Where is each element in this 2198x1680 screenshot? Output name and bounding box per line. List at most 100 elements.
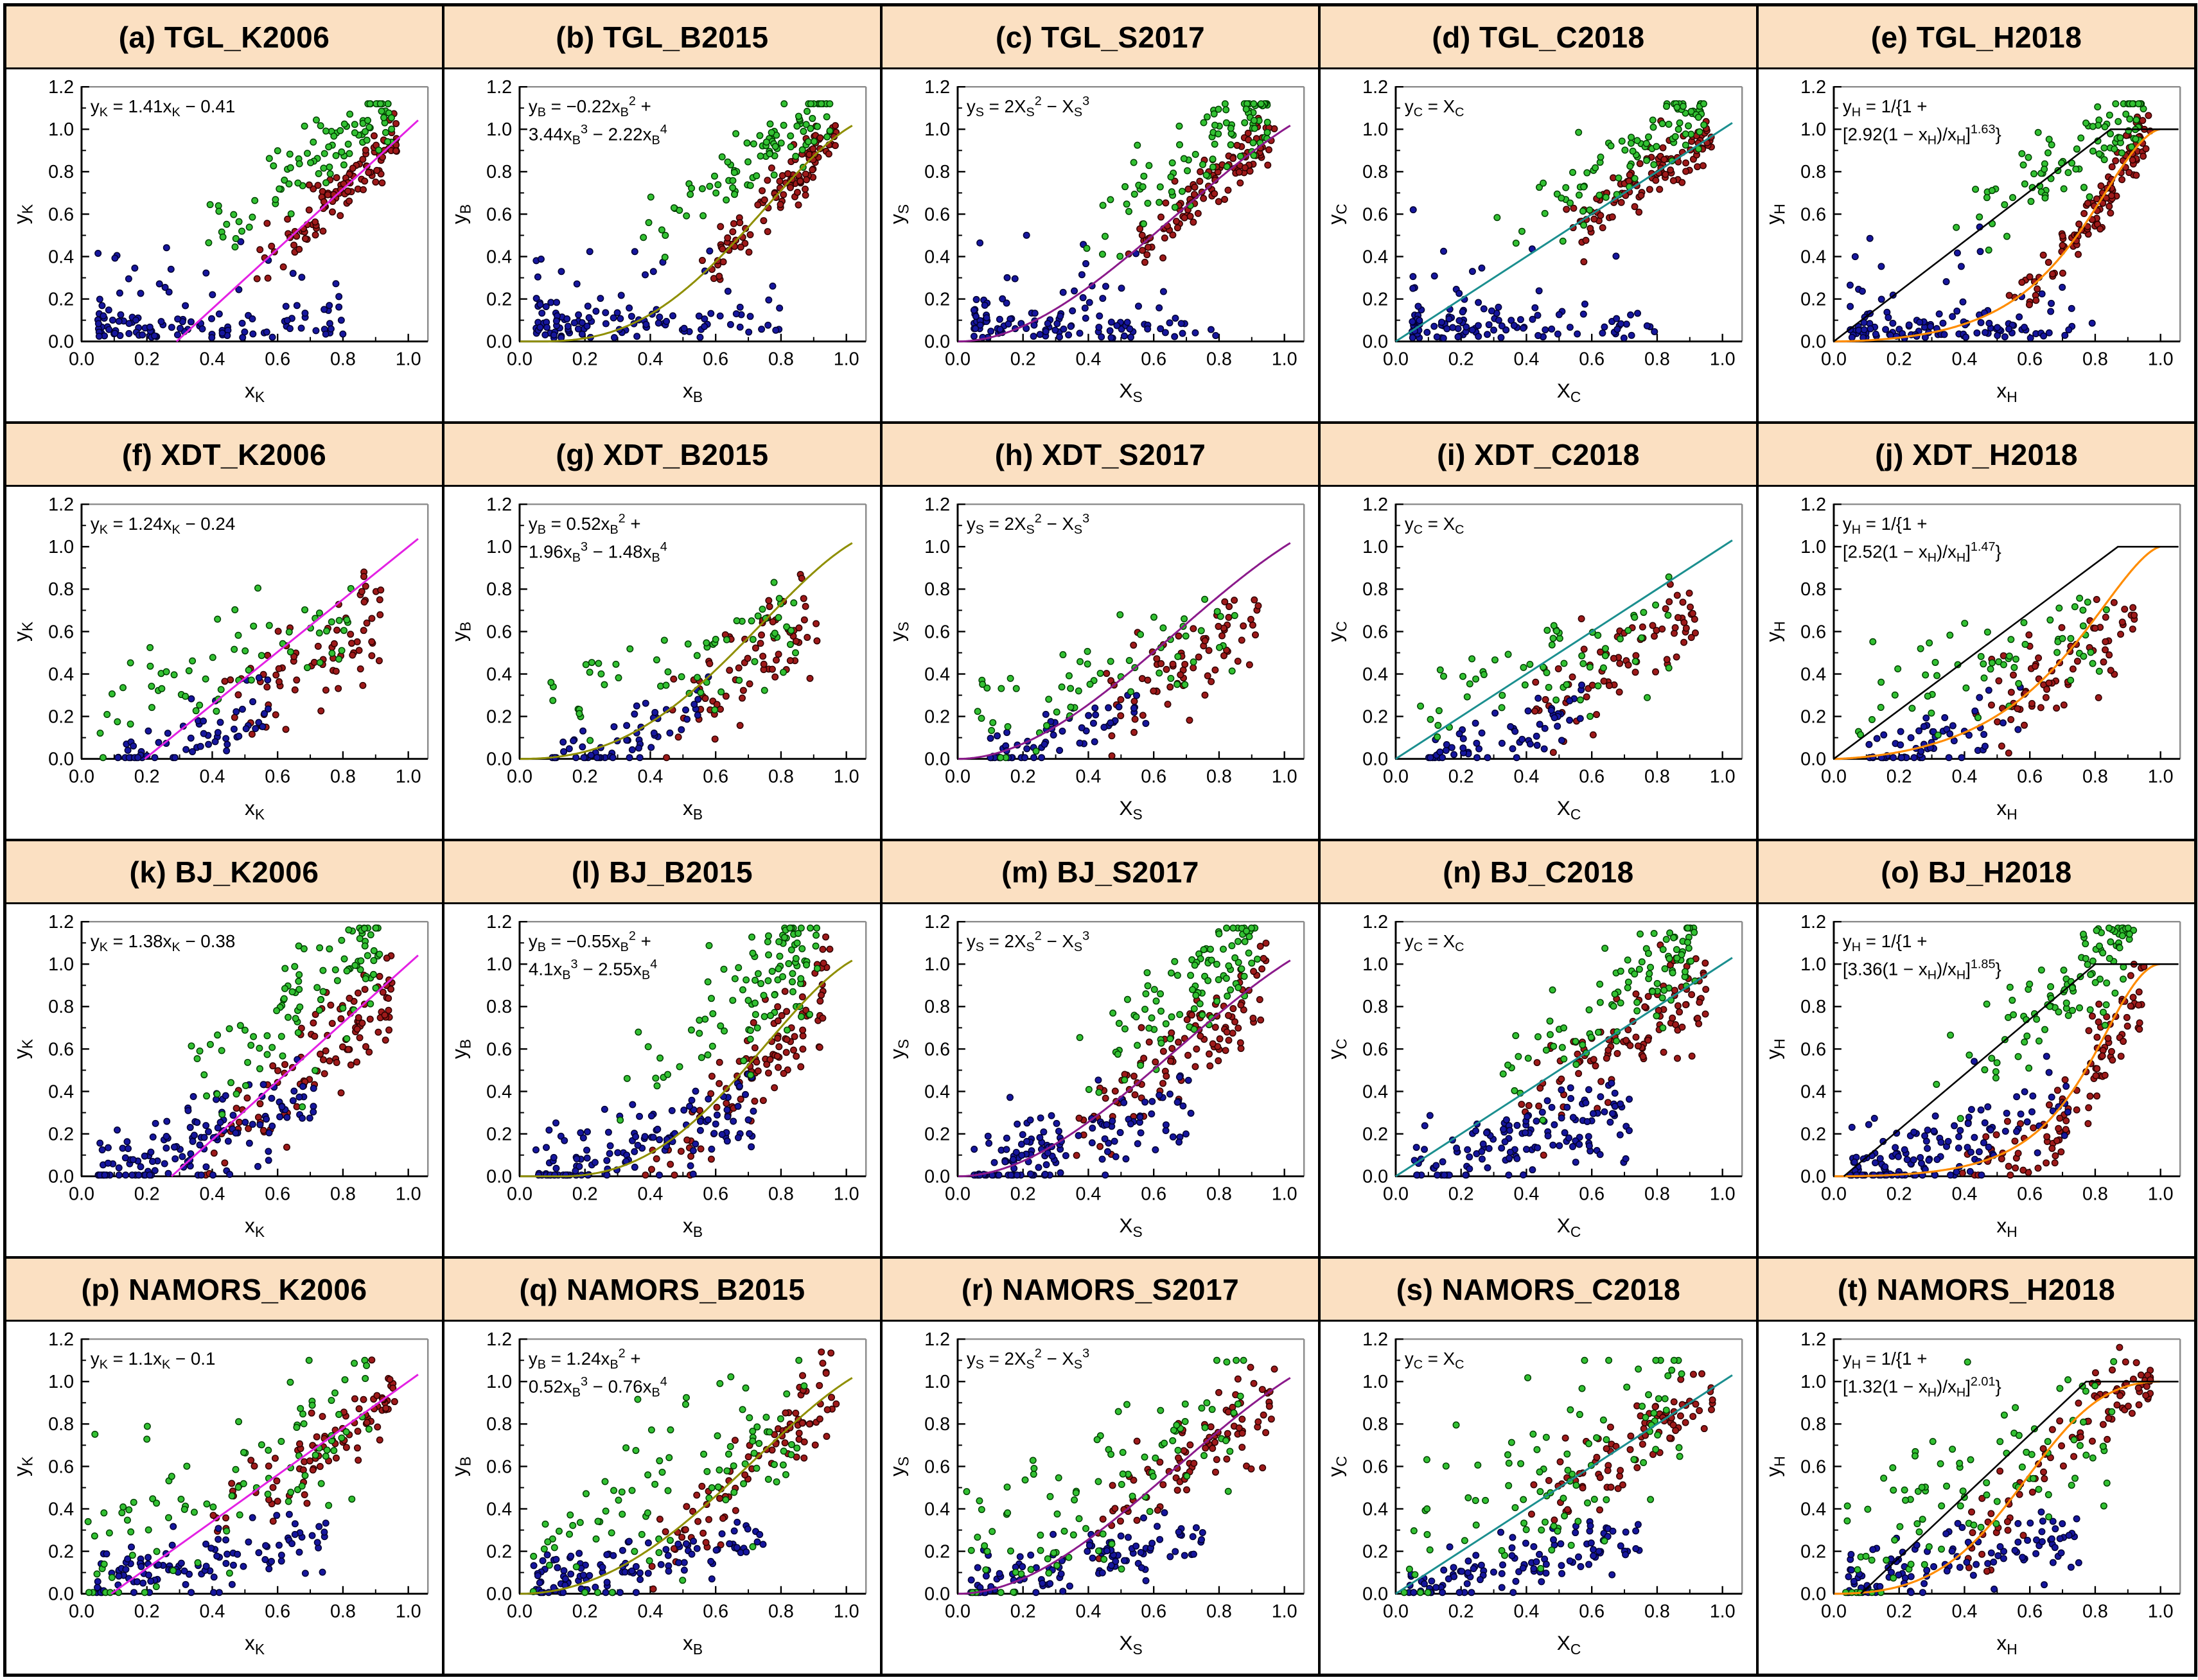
y-tick-label: 0.6 [486,204,512,225]
series-green [97,585,354,760]
equation-line: yK​ = 1.24xK​ − 0.24 [91,514,235,537]
equation-line: yS​ = 2XS​2​ − XS​3​ [967,929,1089,954]
y-axis-label: yB​ [448,1457,474,1476]
series-red [2006,112,2153,308]
series-green [617,925,820,1123]
y-tick-label: 0.0 [1800,332,1826,353]
y-tick-label: 1.2 [486,77,512,98]
y-tick-label: 1.2 [1800,494,1826,515]
x-tick-label: 0.8 [1644,766,1670,787]
y-tick-label: 0.2 [924,290,950,310]
series-blue [987,692,1149,761]
x-tick-label: 0.4 [1951,1184,1977,1204]
y-tick-label: 0.8 [1362,1414,1388,1435]
y-axis-label: yC​ [1324,1038,1350,1059]
y-tick-label: 0.2 [1362,1124,1388,1145]
x-tick-label: 0.4 [1075,349,1101,369]
y-tick-label: 0.2 [1800,1124,1826,1145]
x-tick-label: 1.0 [396,766,421,787]
x-tick-label: 0.4 [1951,349,1977,369]
x-tick-label: 0.6 [2017,349,2043,369]
y-tick-label: 0.2 [1362,1542,1388,1562]
y-tick-label: 1.0 [1362,537,1388,557]
y-tick-label: 0.6 [924,1039,950,1060]
y-tick-label: 1.0 [1800,954,1826,975]
panel-title: (l) BJ_B2015 [444,841,880,904]
y-tick-label: 1.0 [1362,1372,1388,1392]
x-tick-label: 0.6 [2017,766,2043,787]
panel-title: (d) TGL_C2018 [1321,6,1756,69]
y-tick-label: 0.2 [48,290,74,310]
y-tick-label: 0.8 [486,579,512,600]
panel-title: (s) NAMORS_C2018 [1321,1259,1756,1322]
x-tick-label: 0.2 [134,1184,160,1204]
y-tick-label: 0.4 [486,1499,512,1519]
panel-title: (r) NAMORS_S2017 [883,1259,1318,1322]
x-tick-label: 1.0 [1272,766,1297,787]
equation-line: yK​ = 1.1xK​ − 0.1 [91,1349,216,1372]
x-tick-label: 1.0 [2148,1601,2174,1622]
y-axis-label: yB​ [448,204,474,224]
x-tick-label: 0.4 [199,349,225,369]
y-tick-label: 0.6 [1800,204,1826,225]
y-tick-label: 0.4 [48,664,74,685]
x-tick-label: 0.2 [572,1601,598,1622]
x-tick-label: 0.2 [1886,766,1912,787]
series-blue [1847,224,2095,342]
x-tick-label: 0.4 [1513,1184,1539,1204]
equation-line: yK​ = 1.38xK​ − 0.38 [91,931,235,954]
x-tick-label: 0.6 [1141,1184,1166,1204]
y-tick-label: 1.2 [1800,1329,1826,1350]
y-tick-label: 0.0 [1362,749,1388,770]
x-tick-label: 0.6 [2017,1601,2043,1622]
y-tick-label: 0.0 [924,332,950,353]
panel-title: (m) BJ_S2017 [883,841,1318,904]
x-tick-label: 0.2 [1448,1184,1474,1204]
y-tick-label: 0.4 [486,1081,512,1102]
x-tick-label: 0.4 [199,1184,225,1204]
y-tick-label: 0.2 [924,1542,950,1562]
y-tick-label: 0.2 [48,707,74,728]
x-tick-label: 0.8 [768,766,794,787]
x-tick-label: 0.2 [1010,1601,1036,1622]
y-tick-label: 0.4 [48,1499,74,1519]
y-axis-label: yS​ [886,1039,912,1059]
panel-title: (p) NAMORS_K2006 [6,1259,442,1322]
y-tick-label: 1.2 [48,77,74,98]
series-green [1933,925,2136,1121]
y-tick-label: 1.2 [486,1329,512,1350]
x-tick-label: 0.2 [134,766,160,787]
y-axis-label: yH​ [1762,621,1788,642]
x-tick-label: 0.4 [1951,1601,1977,1622]
x-tick-label: 0.6 [1579,349,1605,369]
x-tick-label: 0.4 [637,349,663,369]
y-tick-label: 1.2 [1800,77,1826,98]
y-tick-label: 0.2 [486,290,512,310]
y-axis-label: yS​ [886,1457,912,1476]
y-tick-label: 0.4 [48,1081,74,1102]
x-tick-label: 1.0 [396,349,421,369]
y-tick-label: 1.0 [486,954,512,975]
y-axis-label: yK​ [10,1039,36,1059]
x-tick-label: 1.0 [2148,349,2174,369]
fit-curve [958,960,1290,1176]
series-blue [971,232,1219,342]
equation-line: [3.36(1 − xH​)/xH​]1.85​} [1843,957,2001,982]
